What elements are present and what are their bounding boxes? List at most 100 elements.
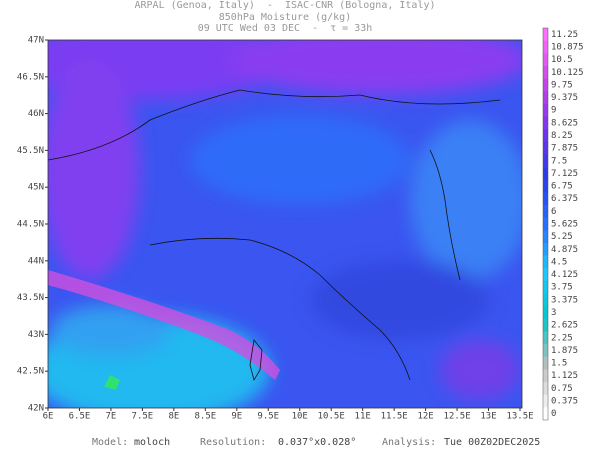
moisture-field bbox=[48, 40, 522, 408]
x-tick-label: 12E bbox=[417, 412, 433, 422]
colorbar-swatch bbox=[543, 407, 548, 421]
colorbar-label: 3.75 bbox=[551, 283, 573, 293]
y-tick-label: 46N bbox=[28, 109, 44, 119]
y-tick-label: 43.5N bbox=[17, 293, 44, 303]
colorbar-label: 2.25 bbox=[551, 333, 573, 343]
x-tick-label: 8E bbox=[168, 412, 179, 422]
y-tick-label: 45N bbox=[28, 183, 44, 193]
x-tick-label: 6.5E bbox=[69, 412, 91, 422]
colorbar-swatch bbox=[543, 192, 548, 206]
x-tick-label: 9E bbox=[231, 412, 242, 422]
colorbar-label: 9 bbox=[551, 106, 556, 116]
colorbar-label: 6.375 bbox=[551, 194, 578, 204]
colorbar-swatch bbox=[543, 28, 548, 41]
x-tick-label: 8.5E bbox=[194, 412, 216, 422]
colorbar-label: 7.125 bbox=[551, 169, 578, 179]
footer-label: Model: bbox=[92, 437, 128, 448]
colorbar-swatch bbox=[543, 103, 548, 117]
y-tick-label: 43N bbox=[28, 330, 44, 340]
colorbar-swatch bbox=[543, 217, 548, 231]
colorbar-label: 2.625 bbox=[551, 321, 578, 331]
colorbar-swatch bbox=[543, 230, 548, 244]
y-tick-label: 42.5N bbox=[17, 367, 44, 377]
x-tick-label: 11E bbox=[355, 412, 371, 422]
x-tick-label: 10E bbox=[292, 412, 308, 422]
y-tick-label: 44.5N bbox=[17, 220, 44, 230]
colorbar-label: 3 bbox=[551, 308, 556, 318]
x-tick-label: 9.5E bbox=[257, 412, 279, 422]
x-tick-label: 13E bbox=[480, 412, 496, 422]
colorbar-label: 4.125 bbox=[551, 270, 578, 280]
colorbar-label: 10.875 bbox=[551, 42, 584, 52]
colorbar-swatch bbox=[543, 179, 548, 193]
colorbar-label: 1.875 bbox=[551, 346, 578, 356]
colorbar-swatch bbox=[543, 65, 548, 79]
x-tick-label: 7E bbox=[106, 412, 117, 422]
footer: Model: moloch Resolution: 0.037°x0.028° … bbox=[92, 437, 540, 448]
colorbar-label: 11.25 bbox=[551, 30, 578, 40]
y-tick-label: 45.5N bbox=[17, 146, 44, 156]
colorbar-swatch bbox=[543, 394, 548, 408]
footer-value: Tue 00Z02DEC2025 bbox=[444, 437, 540, 448]
footer-value: moloch bbox=[134, 437, 170, 448]
colorbar-frame bbox=[542, 27, 549, 421]
colorbar-swatch bbox=[543, 40, 548, 54]
colorbar-swatch bbox=[543, 280, 548, 294]
x-tick-label: 6E bbox=[43, 412, 54, 422]
colorbar-swatch bbox=[543, 382, 548, 396]
colorbar-swatch bbox=[543, 318, 548, 332]
colorbar-label: 0.75 bbox=[551, 384, 573, 394]
colorbar-label: 3.375 bbox=[551, 295, 578, 305]
colorbar-label: 0.375 bbox=[551, 397, 578, 407]
footer-label: Resolution: bbox=[200, 437, 266, 448]
x-tick-label: 11.5E bbox=[381, 412, 408, 422]
colorbar-label: 7.5 bbox=[551, 156, 567, 166]
x-tick-label: 10.5E bbox=[318, 412, 345, 422]
colorbar-label: 6.75 bbox=[551, 182, 573, 192]
colorbar-label: 9.75 bbox=[551, 80, 573, 90]
colorbar-label: 8.25 bbox=[551, 131, 573, 141]
x-tick-label: 7.5E bbox=[132, 412, 154, 422]
colorbar-swatch bbox=[543, 344, 548, 358]
colorbar-swatch bbox=[543, 154, 548, 168]
header-line: 850hPa Moisture (g/kg) bbox=[219, 12, 351, 23]
footer-label: Analysis: bbox=[382, 437, 436, 448]
footer-value: 0.037°x0.028° bbox=[278, 437, 356, 448]
colorbar-label: 1.5 bbox=[551, 359, 567, 369]
colorbar-label: 9.375 bbox=[551, 93, 578, 103]
colorbar-swatch bbox=[543, 53, 548, 67]
colorbar-swatch bbox=[543, 116, 548, 130]
colorbar-label: 8.625 bbox=[551, 118, 578, 128]
colorbar-label: 0 bbox=[551, 409, 556, 419]
y-tick-label: 47N bbox=[28, 36, 44, 46]
colorbar-swatch bbox=[543, 293, 548, 307]
y-tick-label: 46.5N bbox=[17, 72, 44, 82]
colorbar-swatch bbox=[543, 242, 548, 256]
colorbar-label: 1.125 bbox=[551, 371, 578, 381]
colorbar-label: 10.125 bbox=[551, 68, 584, 78]
colorbar-swatch bbox=[543, 78, 548, 92]
colorbar-label: 4.875 bbox=[551, 245, 578, 255]
colorbar-swatch bbox=[543, 306, 548, 320]
colorbar-swatch bbox=[543, 268, 548, 282]
colorbar-label: 4.5 bbox=[551, 257, 567, 267]
colorbar-swatch bbox=[543, 331, 548, 345]
colorbar-swatch bbox=[543, 141, 548, 155]
colorbar-swatch bbox=[543, 356, 548, 370]
header-line: ARPAL (Genoa, Italy) - ISAC-CNR (Bologna… bbox=[134, 0, 435, 11]
colorbar-swatch bbox=[543, 129, 548, 143]
colorbar-label: 5.625 bbox=[551, 220, 578, 230]
colorbar-swatch bbox=[543, 167, 548, 181]
header-line: 09 UTC Wed 03 DEC - τ = 33h bbox=[198, 23, 373, 34]
colorbar-swatch bbox=[543, 205, 548, 218]
colorbar-label: 6 bbox=[551, 207, 556, 217]
y-tick-label: 44N bbox=[28, 256, 44, 266]
colorbar-label: 7.875 bbox=[551, 144, 578, 154]
colorbar-label: 5.25 bbox=[551, 232, 573, 242]
colorbar-label: 10.5 bbox=[551, 55, 573, 65]
y-tick-label: 42N bbox=[28, 404, 44, 414]
colorbar-swatch bbox=[543, 91, 548, 105]
x-tick-label: 12.5E bbox=[444, 412, 471, 422]
colorbar-swatch bbox=[543, 255, 548, 269]
